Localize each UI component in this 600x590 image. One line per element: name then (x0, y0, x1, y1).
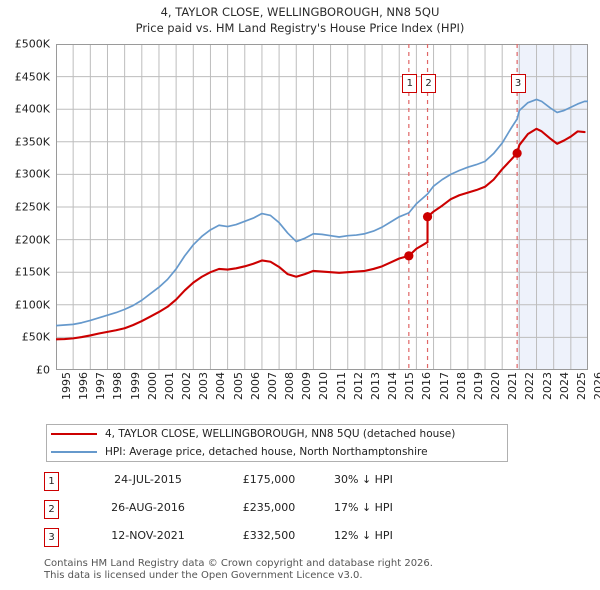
x-axis-tick-label: 2004 (214, 372, 228, 400)
table-row: 1 24-JUL-2015 £175,000 30% ↓ HPI (44, 470, 504, 498)
transaction-price: £332,500 (242, 529, 296, 542)
footer-attribution: Contains HM Land Registry data © Crown c… (44, 558, 564, 582)
plot-border (56, 44, 588, 370)
chart-marker-box-2: 2 (421, 74, 437, 93)
x-axis-tick-label: 2021 (506, 372, 520, 400)
series-line-price-paid (56, 127, 586, 341)
x-axis-tick-label: 2020 (489, 372, 503, 400)
transaction-hpi-delta: 30% ↓ HPI (334, 473, 393, 486)
y-axis-tick-label: £200K (14, 233, 50, 247)
legend-label: HPI: Average price, detached house, Nort… (105, 446, 428, 458)
y-axis-tick-label: £50K (21, 330, 50, 344)
x-axis-tick-label: 2026 (592, 372, 600, 400)
transaction-index-badge: 2 (44, 500, 59, 519)
y-axis-tick-label: £300K (14, 167, 50, 181)
x-axis-tick-label: 2017 (437, 372, 451, 400)
chart-legend: 4, TAYLOR CLOSE, WELLINGBOROUGH, NN8 5QU… (46, 424, 508, 462)
chart-svg (56, 44, 588, 370)
x-axis-tick-label: 2003 (197, 372, 211, 400)
title-line-2: Price paid vs. HM Land Registry's House … (135, 21, 465, 35)
legend-color-swatch (51, 451, 97, 453)
legend-label: 4, TAYLOR CLOSE, WELLINGBOROUGH, NN8 5QU… (105, 428, 456, 440)
x-axis-tick-label: 2018 (454, 372, 468, 400)
x-axis-tick-label: 2022 (523, 372, 537, 400)
x-axis-tick-label: 2005 (231, 372, 245, 400)
title-line-1: 4, TAYLOR CLOSE, WELLINGBOROUGH, NN8 5QU (160, 5, 440, 19)
x-axis-tick-label: 2011 (334, 372, 348, 400)
page-title: 4, TAYLOR CLOSE, WELLINGBOROUGH, NN8 5QU… (0, 4, 600, 36)
x-axis-tick-label: 1998 (111, 372, 125, 400)
x-axis-tick-label: 2014 (386, 372, 400, 400)
table-row: 2 26-AUG-2016 £235,000 17% ↓ HPI (44, 498, 504, 526)
footer-line-1: Contains HM Land Registry data © Crown c… (44, 558, 433, 569)
x-axis-tick-label: 2001 (162, 372, 176, 400)
price-paid-point (422, 212, 433, 222)
transaction-price: £235,000 (242, 501, 296, 514)
y-axis-tick-label: £250K (14, 200, 50, 214)
chart-marker-box-1: 1 (402, 74, 418, 93)
x-axis-tick-label: 2025 (574, 372, 588, 400)
y-axis-tick-label: £500K (14, 37, 50, 51)
price-paid-point (512, 148, 522, 158)
x-axis-tick-label: 2023 (540, 372, 554, 400)
transaction-index-badge: 1 (44, 472, 59, 491)
series-line-hpi (56, 98, 588, 327)
transaction-price: £175,000 (242, 473, 296, 486)
footer-line-2: This data is licensed under the Open Gov… (44, 570, 363, 581)
y-axis-tick-label: £450K (14, 70, 50, 84)
transaction-hpi-delta: 12% ↓ HPI (334, 529, 393, 542)
x-axis-tick-label: 1997 (94, 372, 108, 400)
x-axis-tick-label: 2012 (351, 372, 365, 400)
x-axis-tick-label: 2000 (145, 372, 159, 400)
x-axis-tick-label: 2015 (403, 372, 417, 400)
x-axis-tick-label: 2007 (265, 372, 279, 400)
x-axis-tick-label: 2016 (420, 372, 434, 400)
legend-color-swatch (51, 433, 97, 435)
x-axis-tick-label: 2002 (180, 372, 194, 400)
x-axis-tick-label: 2010 (317, 372, 331, 400)
x-axis-tick-label: 2024 (557, 372, 571, 400)
y-axis-tick-label: £150K (14, 265, 50, 279)
transaction-date: 12-NOV-2021 (111, 529, 185, 542)
transactions-table: 1 24-JUL-2015 £175,000 30% ↓ HPI 2 26-AUG-201… (44, 470, 504, 554)
chart-marker-box-3: 3 (510, 74, 526, 93)
y-axis-tick-label: £0 (36, 363, 50, 377)
y-axis-tick-label: £100K (14, 298, 50, 312)
legend-row: 4, TAYLOR CLOSE, WELLINGBOROUGH, NN8 5QU… (47, 425, 507, 443)
transaction-date: 26-AUG-2016 (111, 501, 185, 514)
price-paid-point (404, 251, 414, 261)
x-axis-tick-label: 2006 (248, 372, 262, 400)
x-axis-tick-label: 1996 (77, 372, 91, 400)
x-axis-labels: 1995 1996 1997 1998 1999 2000 2001 2002 2003 2004… (0, 370, 600, 418)
chart-plot-area (56, 44, 588, 370)
transaction-hpi-delta: 17% ↓ HPI (334, 501, 393, 514)
x-axis-tick-label: 1999 (128, 372, 142, 400)
legend-row: HPI: Average price, detached house, Nort… (47, 443, 507, 461)
transaction-date: 24-JUL-2015 (114, 473, 182, 486)
x-axis-tick-label: 2013 (368, 372, 382, 400)
x-axis-tick-label: 2019 (471, 372, 485, 400)
y-axis-labels: £0 £50K £100K £150K £200K £250K £300K £350K £400… (0, 38, 600, 377)
x-axis-tick-label: 1995 (60, 372, 73, 400)
table-row: 3 12-NOV-2021 £332,500 12% ↓ HPI (44, 526, 504, 554)
transaction-index-badge: 3 (44, 528, 59, 547)
x-axis-tick-label: 2009 (300, 372, 314, 400)
y-axis-tick-label: £350K (14, 135, 50, 149)
y-axis-tick-label: £400K (14, 102, 50, 116)
x-axis-tick-label: 2008 (283, 372, 297, 400)
